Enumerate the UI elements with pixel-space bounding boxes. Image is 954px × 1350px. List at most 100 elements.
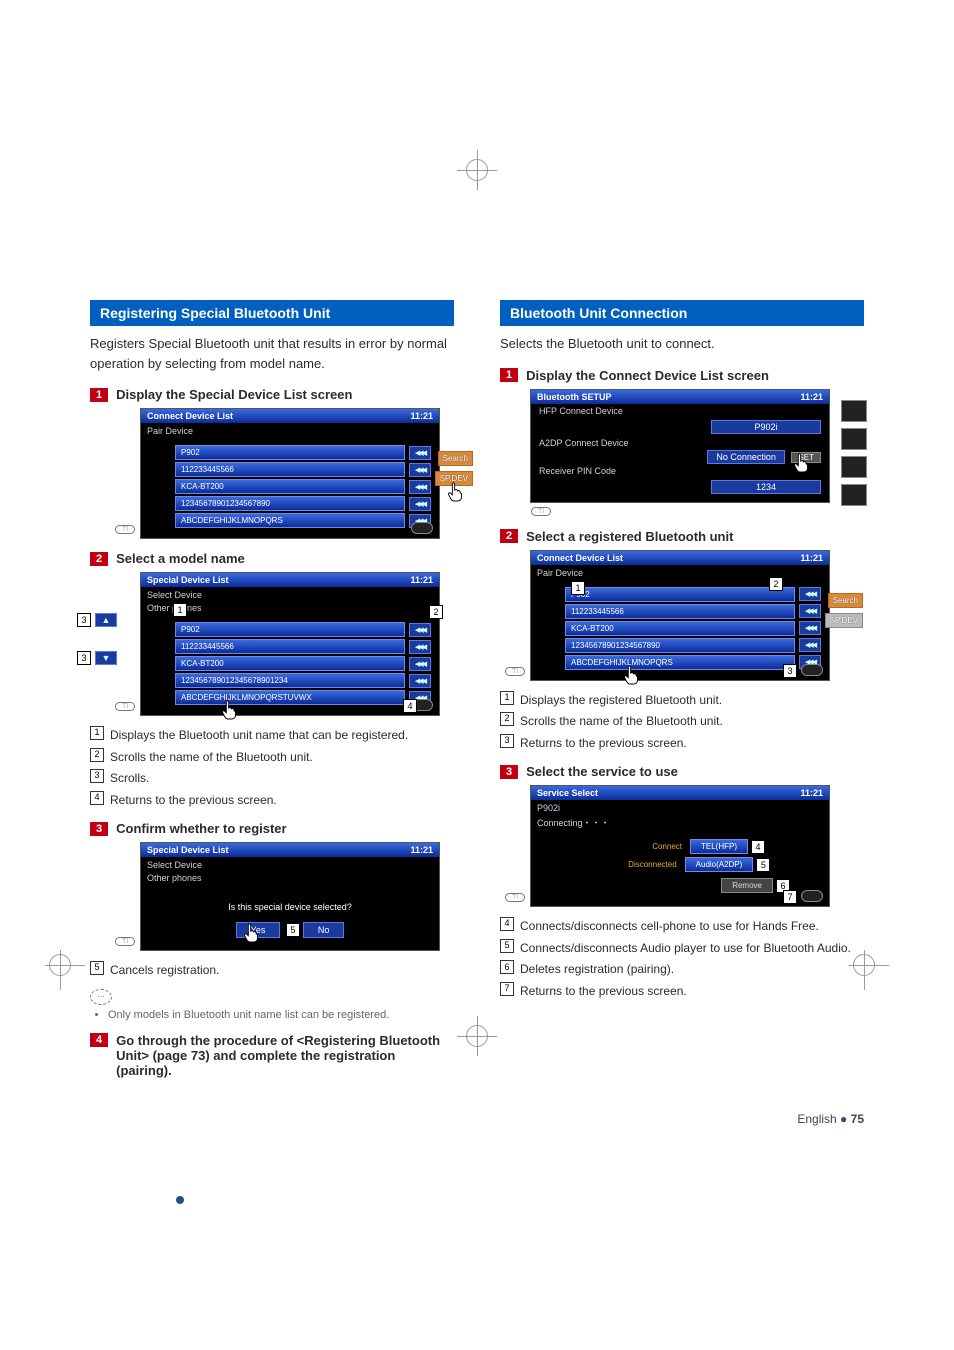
right-intro: Selects the Bluetooth unit to connect.: [500, 334, 864, 354]
search-button[interactable]: Search: [438, 451, 473, 466]
left-section-title: Registering Special Bluetooth Unit: [90, 300, 454, 326]
scroll-icon[interactable]: ◀◀◀: [799, 587, 821, 601]
callout-text: Returns to the previous screen.: [520, 982, 687, 1001]
tel-hfp-button[interactable]: TEL(HFP)4: [690, 839, 748, 854]
list-item[interactable]: KCA-BT200: [175, 656, 405, 671]
connect-device-list-screenshot: Connect Device List 11:21 Pair Device 1 …: [530, 550, 830, 681]
ui-title: Bluetooth SETUP: [537, 392, 612, 402]
list-item[interactable]: P902: [175, 622, 405, 637]
pin-value[interactable]: 1234: [711, 480, 821, 494]
spdev-button[interactable]: SP.DEV: [435, 471, 473, 486]
callout-marker: 2: [90, 748, 104, 762]
callout-marker: 3: [500, 734, 514, 748]
confirm-question: Is this special device selected?: [141, 902, 439, 912]
scroll-icon[interactable]: ◀◀◀: [799, 604, 821, 618]
page-footer: English ● 75: [90, 1112, 864, 1126]
callout-list: 1Displays the registered Bluetooth unit.…: [500, 691, 864, 753]
scroll-icon[interactable]: ◀◀◀: [409, 657, 431, 671]
scroll-icon[interactable]: ◀◀◀: [409, 497, 431, 511]
scroll-icon[interactable]: ◀◀◀: [409, 446, 431, 460]
step-title: Select a model name: [116, 551, 245, 566]
scroll-icon[interactable]: ◀◀◀: [799, 621, 821, 635]
bluetooth-setup-screenshot: Bluetooth SETUP 11:21 HFP Connect Device…: [530, 389, 830, 503]
ui-title: Special Device List: [147, 845, 229, 855]
hfp-label: HFP Connect Device: [539, 406, 623, 416]
callout-marker: 1: [173, 603, 187, 617]
callout-marker: 5: [90, 961, 104, 975]
ui-clock: 11:21: [410, 575, 433, 585]
scroll-icon[interactable]: ◀◀◀: [409, 674, 431, 688]
callout-list: 5 Cancels registration.: [90, 961, 454, 980]
callout-marker: 5: [500, 939, 514, 953]
callout-marker: 4: [500, 917, 514, 931]
return-icon[interactable]: [411, 522, 433, 534]
hfp-value[interactable]: P902i: [711, 420, 821, 434]
scroll-down-button[interactable]: ▼: [95, 651, 117, 665]
a2dp-value[interactable]: No Connection: [707, 450, 785, 464]
list-item[interactable]: KCA-BT200: [175, 479, 405, 494]
return-icon[interactable]: [801, 890, 823, 902]
remove-button[interactable]: Remove6: [721, 878, 773, 893]
no-button[interactable]: 5No: [303, 922, 345, 938]
service-select-screenshot: Service Select 11:21 P902i Connecting・・・…: [530, 785, 830, 907]
crop-mark-bottom: [457, 1016, 497, 1056]
list-item[interactable]: 12345678901234567890: [565, 638, 795, 653]
device-name: P902i: [531, 800, 829, 816]
callout-marker: 3: [783, 664, 797, 678]
scroll-icon[interactable]: ◀◀◀: [409, 640, 431, 654]
callout-text: Cancels registration.: [110, 961, 219, 980]
disconnected-status: Disconnected: [607, 860, 677, 869]
pin-label: Receiver PIN Code: [539, 466, 616, 476]
scroll-icon[interactable]: ◀◀◀: [409, 480, 431, 494]
callout-marker: 1: [90, 726, 104, 740]
step-number: 3: [90, 822, 108, 836]
callout-marker: 2: [500, 712, 514, 726]
callout-marker: 2: [769, 577, 783, 591]
footer-page-number: 75: [851, 1112, 864, 1126]
list-item[interactable]: 112233445566: [175, 639, 405, 654]
crop-mark-left: [45, 950, 75, 980]
callout-marker: 5: [756, 858, 770, 872]
list-item[interactable]: 112233445566: [565, 604, 795, 619]
audio-a2dp-button[interactable]: Audio(A2DP)5: [685, 857, 754, 872]
list-item[interactable]: ABCDEFGHIJKLMNOPQRSTUVWX: [175, 690, 405, 705]
search-button[interactable]: Search: [828, 593, 863, 608]
step-number: 2: [90, 552, 108, 566]
right-section-title: Bluetooth Unit Connection: [500, 300, 864, 326]
confirm-dialog-screenshot: Special Device List 11:21 Select Device …: [140, 842, 440, 951]
step-number: 3: [500, 765, 518, 779]
callout-text: Deletes registration (pairing).: [520, 960, 674, 979]
connect-device-list-screenshot: Connect Device List 11:21 Pair Device P9…: [140, 408, 440, 539]
list-item[interactable]: ABCDEFGHIJKLMNOPQRS: [175, 513, 405, 528]
callout-text: Connects/disconnects Audio player to use…: [520, 939, 851, 958]
step-number: 2: [500, 529, 518, 543]
list-item[interactable]: ABCDEFGHIJKLMNOPQRS: [565, 655, 795, 670]
ui-subtitle: Select Device: [141, 587, 439, 603]
scroll-icon[interactable]: ◀◀◀: [409, 623, 431, 637]
spdev-button[interactable]: SP.DEV: [825, 613, 863, 628]
step-number: 1: [500, 368, 518, 382]
connect-status: Connect: [612, 842, 682, 851]
list-item[interactable]: 12345678901234567890: [175, 496, 405, 511]
list-item[interactable]: KCA-BT200: [565, 621, 795, 636]
ui-title: Connect Device List: [147, 411, 233, 421]
callout-list: 1Displays the Bluetooth unit name that c…: [90, 726, 454, 809]
callout-marker: 7: [783, 890, 797, 904]
list-item[interactable]: P902: [565, 587, 795, 602]
special-device-list-screenshot: Special Device List 11:21 Select Device …: [140, 572, 440, 716]
set-button[interactable]: SET: [791, 452, 821, 463]
ui-clock: 11:21: [410, 411, 433, 421]
scroll-icon[interactable]: ◀◀◀: [409, 463, 431, 477]
ui-subtitle: Other phones: [141, 873, 439, 886]
list-item[interactable]: 112233445566: [175, 462, 405, 477]
scroll-icon[interactable]: ◀◀◀: [799, 638, 821, 652]
callout-marker: 1: [571, 581, 585, 595]
ui-subtitle: Pair Device: [141, 423, 439, 439]
footer-language: English: [797, 1112, 836, 1126]
return-icon[interactable]: [801, 664, 823, 676]
callout-marker: 3: [77, 613, 91, 627]
list-item[interactable]: P902: [175, 445, 405, 460]
yes-button[interactable]: Yes: [236, 922, 281, 938]
scroll-up-button[interactable]: ▲: [95, 613, 117, 627]
list-item[interactable]: 123456789012345678901234: [175, 673, 405, 688]
